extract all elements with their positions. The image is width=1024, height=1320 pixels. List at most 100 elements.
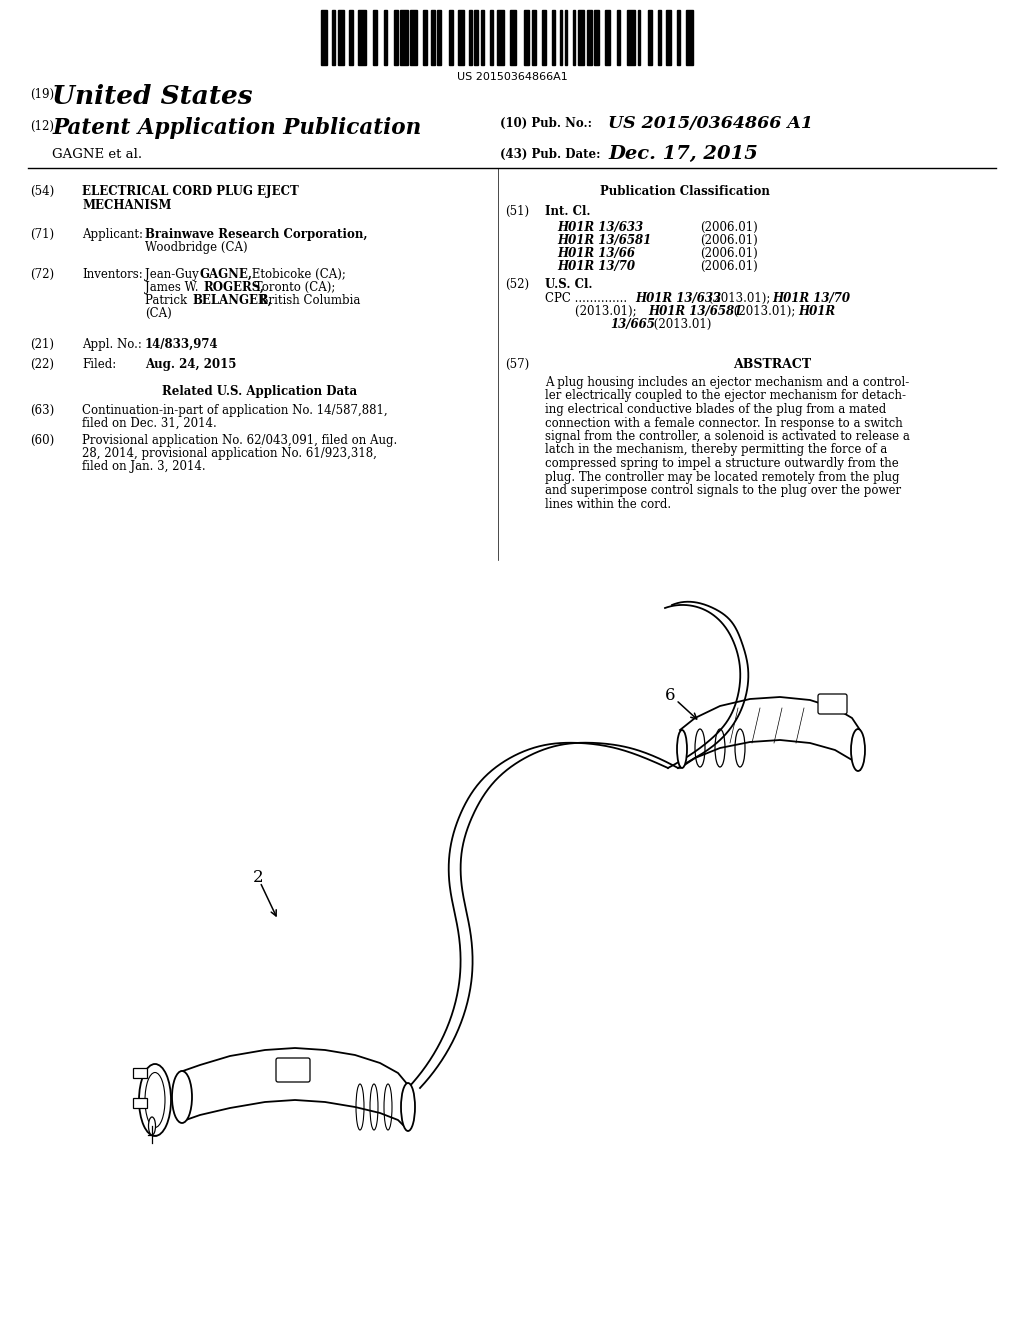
Text: filed on Dec. 31, 2014.: filed on Dec. 31, 2014. — [82, 417, 217, 430]
Bar — [542, 11, 546, 65]
Bar — [578, 11, 584, 65]
Text: Toronto (CA);: Toronto (CA); — [251, 281, 336, 294]
Ellipse shape — [139, 1064, 171, 1137]
Text: (60): (60) — [30, 434, 54, 447]
Text: Filed:: Filed: — [82, 358, 117, 371]
Text: Etobicoke (CA);: Etobicoke (CA); — [248, 268, 346, 281]
Text: (63): (63) — [30, 404, 54, 417]
Text: Dec. 17, 2015: Dec. 17, 2015 — [608, 145, 758, 162]
Text: (2006.01): (2006.01) — [700, 260, 758, 273]
Text: (CA): (CA) — [145, 308, 172, 319]
Bar — [604, 11, 609, 65]
Text: United States: United States — [52, 84, 253, 110]
Bar — [423, 11, 427, 65]
Text: ler electrically coupled to the ejector mechanism for detach-: ler electrically coupled to the ejector … — [545, 389, 906, 403]
Bar — [666, 11, 671, 65]
Bar — [524, 11, 529, 65]
Text: (2006.01): (2006.01) — [700, 220, 758, 234]
Text: connection with a female connector. In response to a switch: connection with a female connector. In r… — [545, 417, 903, 429]
Bar — [594, 11, 599, 65]
FancyBboxPatch shape — [818, 694, 847, 714]
Text: (2013.01);: (2013.01); — [705, 292, 774, 305]
Text: Patent Application Publication: Patent Application Publication — [52, 117, 421, 139]
Text: and superimpose control signals to the plug over the power: and superimpose control signals to the p… — [545, 484, 901, 498]
Bar — [510, 11, 516, 65]
Text: Aug. 24, 2015: Aug. 24, 2015 — [145, 358, 237, 371]
Text: lines within the cord.: lines within the cord. — [545, 498, 671, 511]
Text: Int. Cl.: Int. Cl. — [545, 205, 591, 218]
Bar — [374, 11, 377, 65]
Bar — [349, 11, 353, 65]
Text: plug. The controller may be located remotely from the plug: plug. The controller may be located remo… — [545, 470, 899, 483]
Text: Inventors:: Inventors: — [82, 268, 142, 281]
Text: signal from the controller, a solenoid is activated to release a: signal from the controller, a solenoid i… — [545, 430, 910, 444]
Text: 6: 6 — [665, 686, 675, 704]
Bar — [560, 11, 562, 65]
Text: 28, 2014, provisional application No. 61/923,318,: 28, 2014, provisional application No. 61… — [82, 447, 377, 459]
Text: (10) Pub. No.:: (10) Pub. No.: — [500, 117, 592, 129]
Bar — [333, 11, 335, 65]
Text: Brainwave Research Corporation,: Brainwave Research Corporation, — [145, 228, 368, 242]
Text: British Columbia: British Columbia — [256, 294, 360, 308]
Bar — [400, 11, 408, 65]
Text: Provisional application No. 62/043,091, filed on Aug.: Provisional application No. 62/043,091, … — [82, 434, 397, 447]
Text: H01R 13/66: H01R 13/66 — [557, 247, 635, 260]
Text: Appl. No.:: Appl. No.: — [82, 338, 142, 351]
Bar — [474, 11, 478, 65]
Text: Applicant:: Applicant: — [82, 228, 143, 242]
Text: GAGNE et al.: GAGNE et al. — [52, 148, 142, 161]
Text: H01R: H01R — [798, 305, 836, 318]
Text: Related U.S. Application Data: Related U.S. Application Data — [163, 385, 357, 399]
Text: (2006.01): (2006.01) — [700, 234, 758, 247]
Text: (2013.01);: (2013.01); — [730, 305, 799, 318]
Text: H01R 13/6581: H01R 13/6581 — [557, 234, 651, 247]
Bar — [338, 11, 344, 65]
Text: H01R 13/633: H01R 13/633 — [557, 220, 643, 234]
Text: (54): (54) — [30, 185, 54, 198]
Text: James W.: James W. — [145, 281, 203, 294]
Bar — [531, 11, 536, 65]
Text: (2006.01): (2006.01) — [700, 247, 758, 260]
Ellipse shape — [401, 1082, 415, 1131]
Text: Continuation-in-part of application No. 14/587,881,: Continuation-in-part of application No. … — [82, 404, 388, 417]
Bar — [469, 11, 472, 65]
Text: US 20150364866A1: US 20150364866A1 — [457, 73, 567, 82]
Bar — [384, 11, 387, 65]
Bar — [458, 11, 464, 65]
Ellipse shape — [677, 730, 687, 768]
Text: GAGNE,: GAGNE, — [200, 268, 253, 281]
Bar — [480, 11, 484, 65]
Text: Woodbridge (CA): Woodbridge (CA) — [145, 242, 248, 253]
Bar — [489, 11, 494, 65]
Text: (57): (57) — [505, 358, 529, 371]
Bar — [638, 11, 640, 65]
Bar — [648, 11, 651, 65]
Text: ELECTRICAL CORD PLUG EJECT: ELECTRICAL CORD PLUG EJECT — [82, 185, 299, 198]
Text: (2013.01);: (2013.01); — [575, 305, 640, 318]
Text: (52): (52) — [505, 279, 529, 290]
Ellipse shape — [145, 1072, 165, 1127]
Text: (72): (72) — [30, 268, 54, 281]
Text: (19): (19) — [30, 88, 54, 102]
Text: (21): (21) — [30, 338, 54, 351]
Text: H01R 13/70: H01R 13/70 — [557, 260, 635, 273]
Bar — [677, 11, 680, 65]
Text: Publication Classification: Publication Classification — [600, 185, 770, 198]
Text: H01R 13/633: H01R 13/633 — [635, 292, 721, 305]
Text: Patrick: Patrick — [145, 294, 190, 308]
Bar — [552, 11, 555, 65]
Bar — [617, 11, 620, 65]
Text: (12): (12) — [30, 120, 54, 133]
Text: ABSTRACT: ABSTRACT — [733, 358, 812, 371]
Ellipse shape — [148, 1117, 156, 1135]
Text: (51): (51) — [505, 205, 529, 218]
Text: ROGERS,: ROGERS, — [203, 281, 264, 294]
Bar — [321, 11, 328, 65]
Bar — [449, 11, 453, 65]
Text: (22): (22) — [30, 358, 54, 371]
Bar — [572, 11, 575, 65]
Bar — [658, 11, 660, 65]
Bar — [411, 11, 417, 65]
Bar — [587, 11, 592, 65]
Bar — [394, 11, 397, 65]
